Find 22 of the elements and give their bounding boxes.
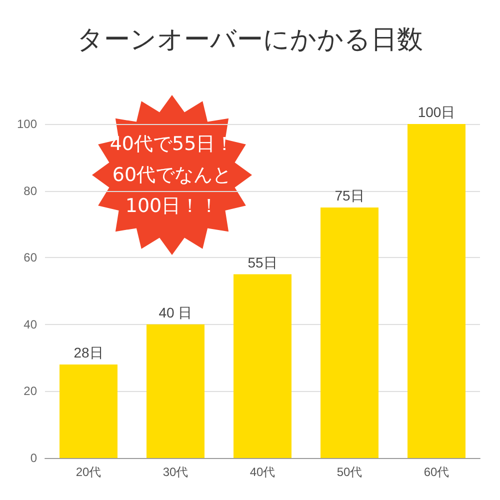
data-label: 100日 bbox=[418, 104, 456, 120]
bar bbox=[60, 364, 118, 458]
data-label: 40 日 bbox=[158, 304, 192, 320]
x-tick-label: 20代 bbox=[76, 465, 102, 479]
data-label: 55日 bbox=[248, 254, 278, 270]
y-tick-label: 100 bbox=[16, 117, 38, 131]
y-tick-label: 40 bbox=[24, 317, 38, 332]
y-tick-label: 60 bbox=[24, 250, 38, 265]
x-tick-label: 30代 bbox=[162, 465, 188, 479]
data-label: 75日 bbox=[334, 188, 364, 204]
x-tick-label: 40代 bbox=[250, 465, 276, 479]
chart-title: ターンオーバーにかかる日数 bbox=[77, 25, 423, 55]
y-tick-label: 80 bbox=[24, 184, 38, 198]
bar bbox=[234, 274, 292, 458]
x-tick-label: 60代 bbox=[424, 465, 450, 479]
bar bbox=[146, 324, 204, 458]
data-label: 28日 bbox=[74, 344, 104, 360]
y-tick-label: 0 bbox=[30, 451, 38, 465]
x-tick-label: 50代 bbox=[336, 465, 362, 479]
bar bbox=[408, 124, 466, 458]
bar bbox=[320, 208, 378, 458]
y-tick-label: 20 bbox=[24, 384, 38, 398]
